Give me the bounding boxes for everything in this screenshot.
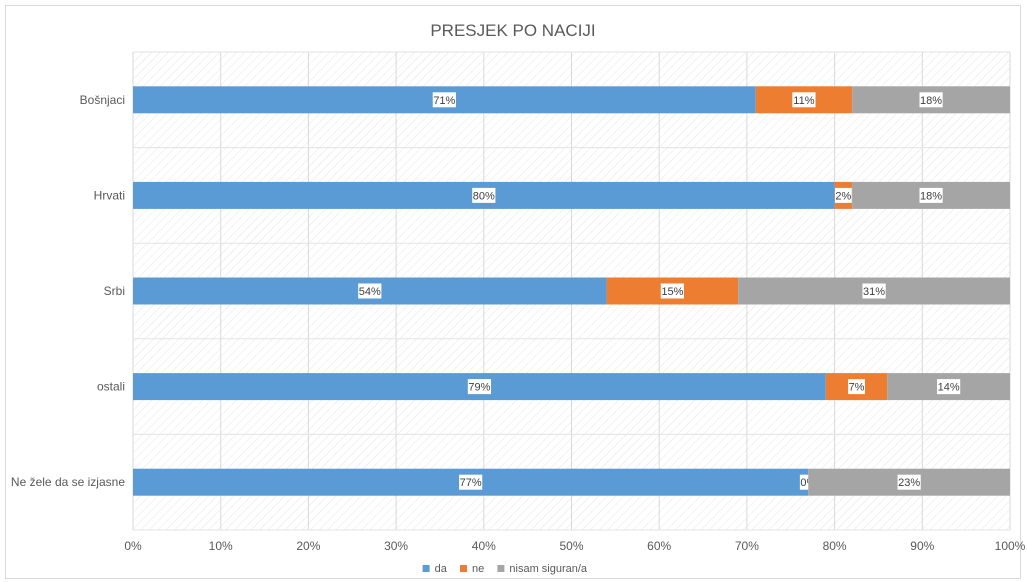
tick-label: 0% <box>124 539 142 553</box>
category-label: Bošnjaci <box>80 93 125 107</box>
data-label-bg <box>459 474 483 490</box>
data-label: 11% <box>793 95 814 107</box>
tick-label: 50% <box>559 539 583 553</box>
data-label-bg <box>919 92 943 108</box>
data-label-bg <box>834 187 852 203</box>
tick-label: 10% <box>209 539 233 553</box>
data-label: 31% <box>863 286 885 298</box>
tick-label: 90% <box>910 539 934 553</box>
tick-label: 30% <box>384 539 408 553</box>
legend-swatch <box>422 565 430 572</box>
data-label-bg <box>937 379 961 395</box>
data-label: 54% <box>359 286 381 298</box>
data-label: 77% <box>460 477 482 489</box>
data-label: 23% <box>898 477 920 489</box>
tick-label: 60% <box>647 539 671 553</box>
legend-label: ne <box>472 563 484 575</box>
data-label: 7% <box>849 382 865 394</box>
data-label: 79% <box>468 382 490 394</box>
category-axis: Bošnjaci Hrvati Srbi ostali Ne žele da se iz… <box>11 93 125 489</box>
data-label-bg <box>792 92 816 108</box>
bar-series: 71%11%18%80%2%18%54%15%31%79%7%14%77%0%2… <box>133 86 1010 496</box>
category-label: Ne žele da se izjasne <box>11 475 125 489</box>
data-label-bg <box>848 379 865 395</box>
tick-label: 20% <box>296 539 320 553</box>
data-label-bg <box>472 187 496 203</box>
legend-swatch <box>460 565 467 572</box>
data-label: 2% <box>835 190 851 202</box>
data-label-bg <box>660 283 684 299</box>
data-label: 80% <box>473 190 495 202</box>
tick-label: 100% <box>995 539 1026 553</box>
category-label: Hrvati <box>94 188 125 202</box>
data-label: 15% <box>661 286 683 298</box>
value-axis: 0% 10% 20% 30% 40% 50% 60% 70% 80% 90% 100% <box>124 539 1025 553</box>
data-label-bg <box>358 283 382 299</box>
tick-label: 70% <box>735 539 759 553</box>
data-label: 14% <box>938 382 960 394</box>
data-label-bg <box>897 474 921 490</box>
legend-label: da <box>435 563 448 575</box>
legend-label: nisam siguran/a <box>509 563 588 575</box>
data-label-bg <box>862 283 886 299</box>
legend-swatch <box>497 565 505 572</box>
data-label: 71% <box>433 95 455 107</box>
tick-label: 40% <box>472 539 496 553</box>
category-label: ostali <box>97 380 125 394</box>
tick-label: 80% <box>823 539 847 553</box>
chart-legend: da ne nisam siguran/a <box>422 563 588 575</box>
data-label-bg <box>467 379 492 395</box>
chart-title: PRESJEK PO NACIJI <box>430 21 595 40</box>
data-label: 18% <box>920 190 942 202</box>
data-label: 18% <box>920 95 942 107</box>
data-label-bg <box>919 187 943 203</box>
category-label: Srbi <box>104 284 125 298</box>
data-label-bg <box>432 92 456 108</box>
